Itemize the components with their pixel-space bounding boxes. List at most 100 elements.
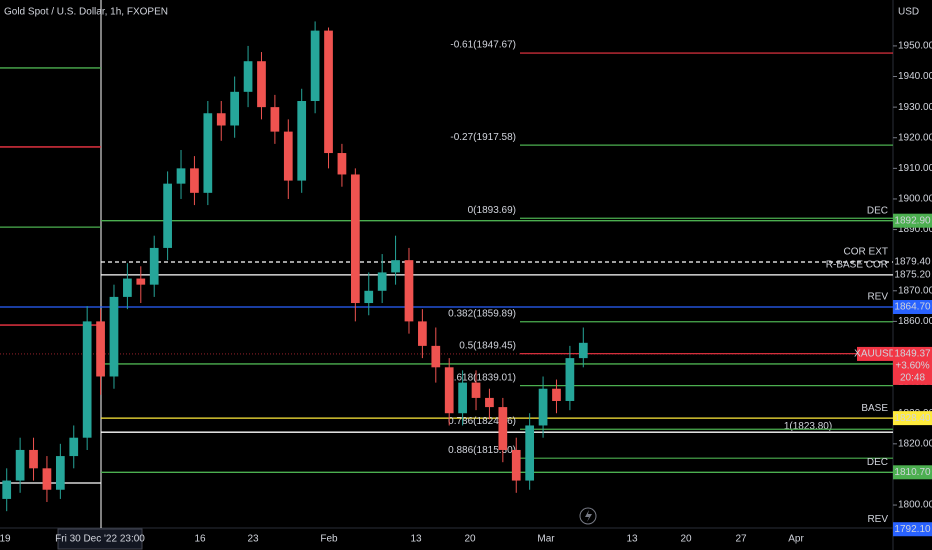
candle-body [444,367,454,414]
candle-body [283,131,293,181]
price-badge-label: 1875.20 [894,270,931,281]
fib-label: 0.5(1849.45) [459,340,516,351]
crosshair-label: Fri 30 Dec '22 23:00 [55,534,145,545]
axis-unit: USD [898,7,919,18]
candle-body [471,382,481,398]
fib-label: -0.61(1947.67) [450,40,516,51]
price-badge-label: 1892.90 [894,215,931,226]
candle-body [350,174,360,304]
candle-body [15,449,25,481]
candle-body [163,183,172,248]
candle-body [257,61,266,108]
candle-body [29,449,38,469]
y-tick-label: 1900.00 [898,194,932,205]
level-tag: COR EXT [844,247,888,258]
x-tick-label: Apr [788,534,804,545]
fib-label: 0.886(1815.30) [448,445,516,456]
price-badge [893,411,932,426]
candle-body [364,290,374,304]
x-tick-label: 13 [626,534,638,545]
last-price-countdown: 20:48 [900,373,925,384]
candle-body [230,91,240,126]
fib-label: 0.786(1824.76) [448,416,516,427]
replay-icon-bolt [585,510,592,522]
price-badge-label: 1828.40 [894,413,931,424]
candle-body [337,153,347,175]
candle-body [418,321,427,346]
candle-body [42,468,52,490]
x-tick-label: 27 [735,534,747,545]
price-badge [893,213,932,228]
y-tick-label: 1890.00 [898,224,932,235]
y-tick-label: 1910.00 [898,163,932,174]
candle-body [243,61,253,92]
candle-body [270,107,280,132]
fib-label: -0.27(1917.58) [450,132,516,143]
candle-body [176,168,186,184]
price-badge [893,300,932,315]
level-tag: DEC [867,457,888,468]
candle-body [123,278,132,297]
candle-body [565,358,575,401]
last-price-symbol-badge [857,346,893,361]
candle-body [297,101,307,181]
x-tick-label: Feb [320,534,338,545]
candle-body [485,397,494,408]
last-price-badge [893,346,932,385]
level-tag: R-BASE COR [826,260,888,271]
fib-label: 0.618(1839.01) [448,372,516,383]
fib-label: 0(1893.69) [468,205,516,216]
level-label: 1(1823.80) [784,421,832,432]
crosshair-badge [57,528,143,550]
last-price-symbol: XAUUSD [854,349,896,360]
level-tag: BASE [861,403,888,414]
candle-body [96,321,105,377]
replay-icon[interactable] [579,507,597,525]
x-tick-label: Mar [537,534,555,545]
candle-body [82,321,92,438]
price-badge-label: 1864.70 [894,302,931,313]
candle-body [109,296,119,377]
candle-body [511,449,521,481]
y-tick-label: 1870.00 [898,285,932,296]
candle-body [377,272,387,291]
level-tag: DEC [867,205,888,216]
candle-body [203,113,213,193]
plot: 1950.00 1940.00 1930.00 1920.00 1910.00 1900.… [0,21,932,550]
candle-body [404,260,414,322]
fib-label: 0.382(1859.89) [448,308,516,319]
y-tick-label: 1860.00 [898,316,932,327]
x-tick-label: 19 [0,534,11,545]
candle-body [498,407,508,450]
price-badge-label: 1792.10 [894,524,931,535]
candle-body [525,425,535,481]
price-badge-label: 1879.40 [894,257,931,268]
last-price-label: 1849.37 [894,349,931,360]
level-tag: REV [867,514,888,525]
x-tick-label: 16 [194,534,206,545]
y-tick-label: 1800.00 [898,500,932,511]
x-tick-label: 20 [680,534,692,545]
price-badge [893,522,932,537]
candle-body [431,345,441,368]
x-tick-label: 23 [247,534,259,545]
candle-body [149,247,159,285]
y-tick-label: 1940.00 [898,71,932,82]
candle-body [538,388,548,426]
candle-body [458,382,467,414]
last-price-change: +3.60% [895,361,929,372]
candle-body [2,480,12,499]
candle-body [136,278,146,285]
price-badge [893,465,932,480]
y-tick-label: 1920.00 [898,132,932,143]
x-tick-label: 20 [464,534,476,545]
candle-body [190,168,199,193]
candle-body [69,437,79,457]
candle-body [310,30,320,102]
y-tick-label: 1930.00 [898,102,932,113]
y-tick-label: 1950.00 [898,41,932,52]
candle-body [552,388,561,401]
chart-title: Gold Spot / U.S. Dollar, 1h, FXOPEN [4,7,168,18]
